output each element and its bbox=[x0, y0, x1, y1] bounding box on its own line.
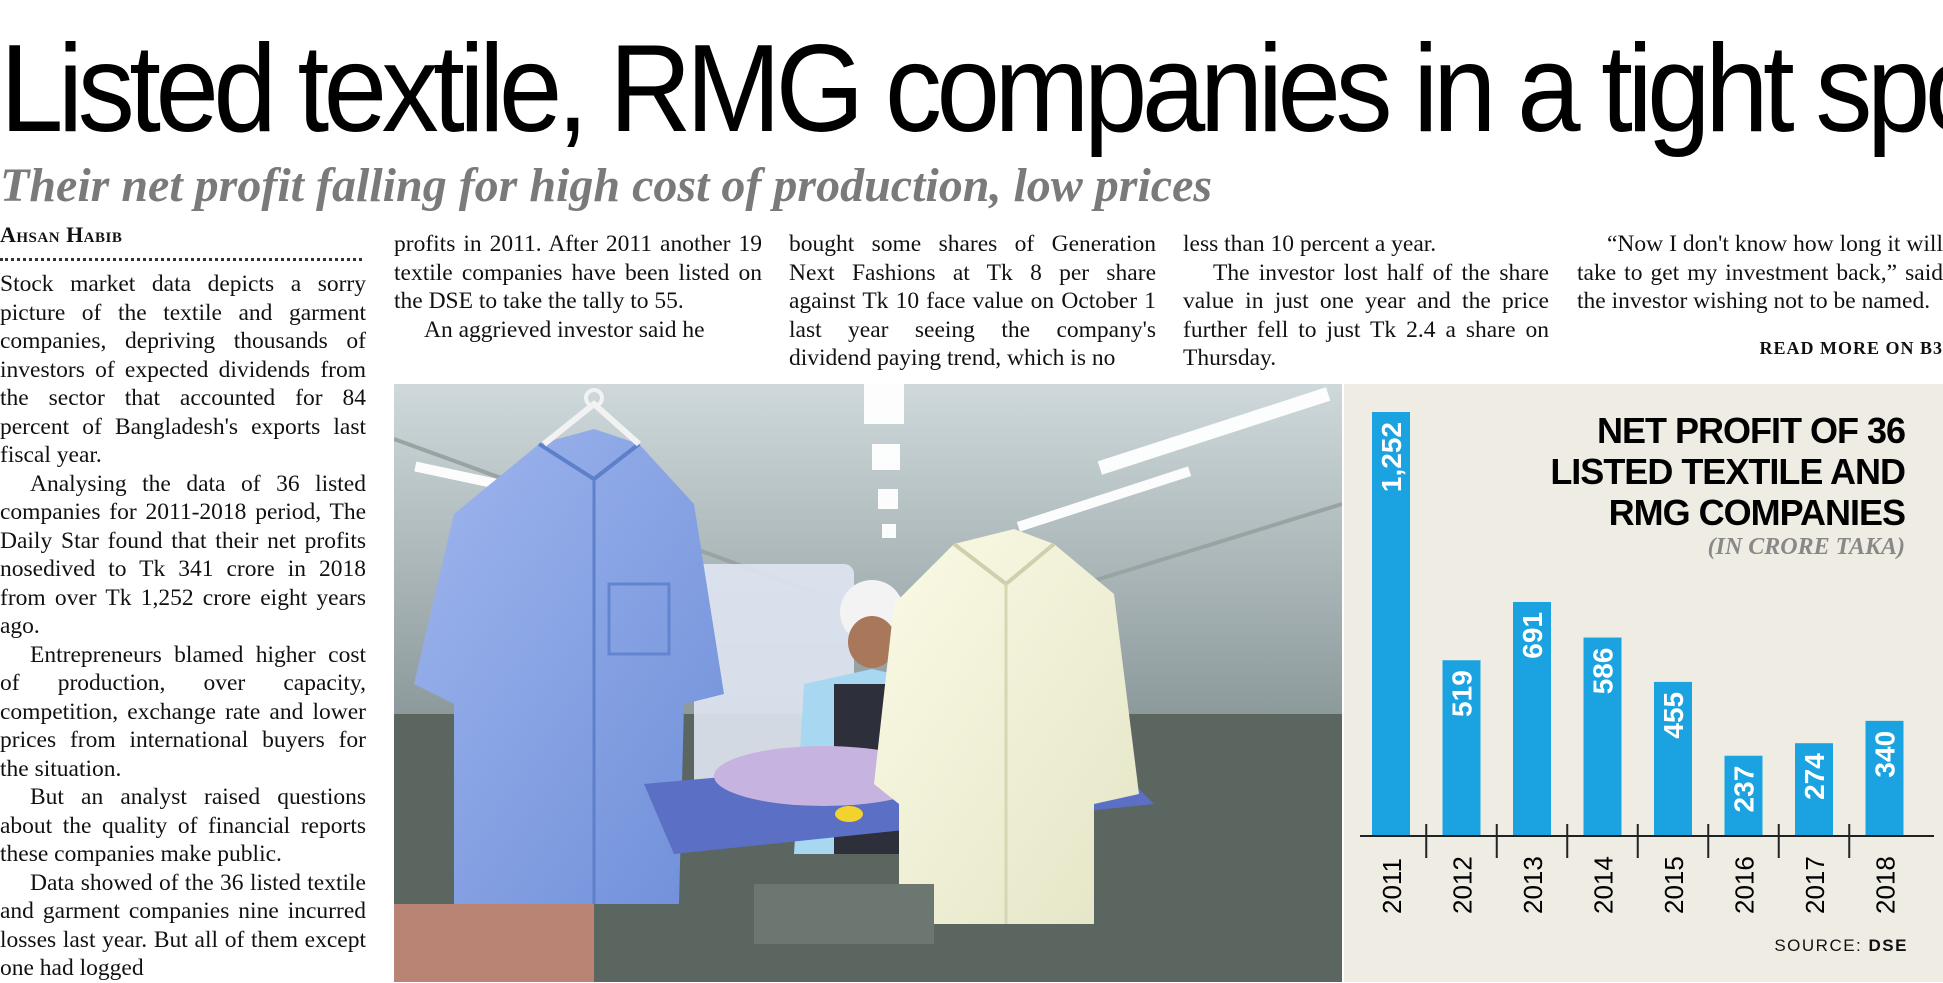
chart-subtitle: (IN CRORE TAKA) bbox=[1707, 534, 1905, 560]
year-label-2012: 2012 bbox=[1448, 856, 1478, 914]
paragraph: Analysing the data of 36 listed companie… bbox=[0, 470, 366, 640]
bar-2015 bbox=[1654, 681, 1692, 836]
value-label-2013: 691 bbox=[1517, 612, 1548, 659]
article-column-4: less than 10 percent a year. The investo… bbox=[1183, 230, 1549, 373]
value-label-2012: 519 bbox=[1447, 670, 1478, 717]
article-column-5: “Now I don't know how long it will take … bbox=[1577, 230, 1943, 316]
paragraph: Data showed of the 36 listed textile and… bbox=[0, 869, 366, 982]
article-column-1: Stock market data depicts a sorry pictur… bbox=[0, 270, 366, 983]
article-column-3: bought some shares of Generation Next Fa… bbox=[789, 230, 1156, 373]
byline: Ahsan Habib bbox=[0, 222, 123, 247]
headline: Listed textile, RMG companies in a tight… bbox=[0, 20, 1943, 158]
paragraph: Entrepreneurs blamed higher cost of prod… bbox=[0, 641, 366, 782]
subheadline: Their net profit falling for high cost o… bbox=[0, 159, 1213, 212]
value-label-2018: 340 bbox=[1870, 731, 1901, 778]
paragraph: But an analyst raised questions about th… bbox=[0, 784, 366, 867]
byline-divider bbox=[0, 258, 362, 261]
net-profit-bar-chart: 1,252 519 691 586 455 237 274 340 2011 2012 2013 2… bbox=[1360, 412, 1934, 914]
bar-2018 bbox=[1865, 720, 1904, 836]
bar-2011 bbox=[1372, 412, 1410, 836]
bar-2017 bbox=[1795, 743, 1833, 836]
year-label-2015: 2015 bbox=[1659, 856, 1689, 914]
value-label-2015: 455 bbox=[1658, 692, 1689, 739]
paragraph: “Now I don't know how long it will take … bbox=[1577, 231, 1943, 314]
year-label-2014: 2014 bbox=[1589, 856, 1619, 914]
paragraph: The investor lost half of the share valu… bbox=[1183, 259, 1549, 372]
year-label-2018: 2018 bbox=[1871, 856, 1901, 914]
source-label: SOURCE: bbox=[1774, 936, 1863, 955]
source-name: DSE bbox=[1868, 936, 1908, 955]
paragraph: bought some shares of Generation Next Fa… bbox=[789, 231, 1156, 371]
value-label-2016: 237 bbox=[1729, 766, 1760, 813]
year-label-2013: 2013 bbox=[1518, 856, 1548, 914]
infographic-panel: NET PROFIT OF 36 LISTED TEXTILE AND RMG … bbox=[1344, 384, 1943, 982]
value-label-2014: 586 bbox=[1588, 648, 1619, 695]
paragraph: An aggrieved investor said he bbox=[424, 316, 705, 343]
photo-illustration bbox=[394, 384, 1342, 982]
read-more-link[interactable]: READ MORE ON B3 bbox=[1759, 338, 1943, 358]
bar-2014 bbox=[1583, 637, 1622, 836]
year-label-2016: 2016 bbox=[1730, 856, 1760, 914]
paragraph: profits in 2011. After 2011 another 19 t… bbox=[394, 231, 762, 314]
chart-source: SOURCE: DSE bbox=[1774, 936, 1908, 956]
year-label-2017: 2017 bbox=[1800, 856, 1830, 914]
value-label-2017: 274 bbox=[1799, 753, 1830, 800]
article-column-2: profits in 2011. After 2011 another 19 t… bbox=[394, 230, 762, 344]
bar-2016 bbox=[1724, 755, 1763, 836]
garment-factory-photo bbox=[394, 384, 1342, 982]
bar-2012 bbox=[1442, 660, 1481, 836]
paragraph: less than 10 percent a year. bbox=[1183, 231, 1437, 257]
bar-2013 bbox=[1513, 601, 1551, 836]
paragraph: Stock market data depicts a sorry pictur… bbox=[0, 271, 366, 468]
value-label-2011: 1,252 bbox=[1376, 422, 1407, 492]
year-label-2011: 2011 bbox=[1377, 858, 1407, 914]
chart-title: NET PROFIT OF 36 LISTED TEXTILE AND RMG … bbox=[1550, 410, 1906, 533]
